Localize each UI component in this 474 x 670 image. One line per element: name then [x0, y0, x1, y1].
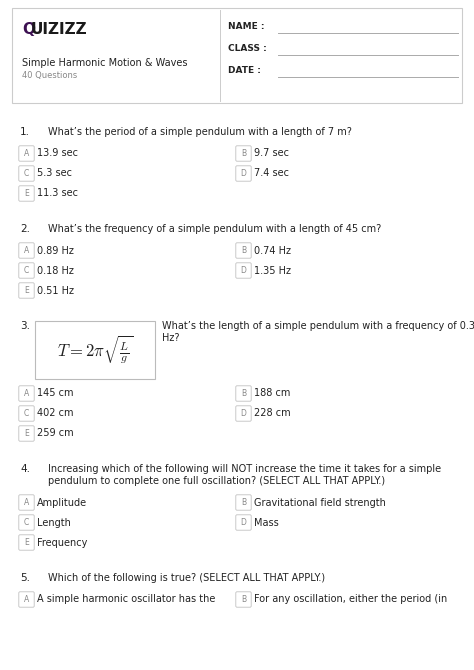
Text: 5.3 sec: 5.3 sec: [37, 168, 72, 178]
Text: Frequency: Frequency: [37, 537, 87, 547]
Text: 2.: 2.: [20, 224, 30, 234]
FancyBboxPatch shape: [236, 406, 251, 421]
Text: D: D: [241, 169, 246, 178]
FancyBboxPatch shape: [19, 406, 34, 421]
Text: E: E: [24, 429, 29, 438]
FancyBboxPatch shape: [19, 283, 34, 298]
Text: 3.: 3.: [20, 321, 30, 331]
Text: Amplitude: Amplitude: [37, 498, 87, 507]
FancyBboxPatch shape: [19, 426, 34, 442]
Text: C: C: [24, 169, 29, 178]
FancyBboxPatch shape: [19, 515, 34, 530]
Text: 145 cm: 145 cm: [37, 389, 73, 399]
FancyBboxPatch shape: [19, 165, 34, 181]
Text: UIZIZZ: UIZIZZ: [31, 22, 88, 37]
FancyBboxPatch shape: [19, 243, 34, 258]
Text: D: D: [241, 266, 246, 275]
Text: Hz?: Hz?: [162, 333, 180, 343]
FancyBboxPatch shape: [236, 515, 251, 530]
FancyBboxPatch shape: [236, 243, 251, 258]
Text: D: D: [241, 409, 246, 418]
Text: 9.7 sec: 9.7 sec: [254, 149, 289, 159]
Text: 1.: 1.: [20, 127, 30, 137]
Text: Q: Q: [22, 22, 35, 37]
Text: D: D: [241, 518, 246, 527]
Text: E: E: [24, 538, 29, 547]
Text: 13.9 sec: 13.9 sec: [37, 149, 78, 159]
Text: CLASS :: CLASS :: [228, 44, 267, 53]
Text: E: E: [24, 189, 29, 198]
Text: 259 cm: 259 cm: [37, 429, 73, 438]
Text: 4.: 4.: [20, 464, 30, 474]
FancyBboxPatch shape: [19, 592, 34, 607]
Text: 0.74 Hz: 0.74 Hz: [254, 245, 291, 255]
Text: Gravitational field strength: Gravitational field strength: [254, 498, 386, 507]
Text: B: B: [241, 595, 246, 604]
FancyBboxPatch shape: [19, 535, 34, 550]
FancyBboxPatch shape: [236, 592, 251, 607]
Text: 0.18 Hz: 0.18 Hz: [37, 265, 74, 275]
Text: 0.89 Hz: 0.89 Hz: [37, 245, 74, 255]
FancyBboxPatch shape: [236, 146, 251, 161]
Text: 402 cm: 402 cm: [37, 409, 73, 419]
FancyBboxPatch shape: [19, 263, 34, 278]
Text: What’s the length of a simple pendulum with a frequency of 0.33: What’s the length of a simple pendulum w…: [162, 321, 474, 331]
Text: $T=2\pi\sqrt{\frac{L}{g}}$: $T=2\pi\sqrt{\frac{L}{g}}$: [56, 334, 133, 366]
Text: For any oscillation, either the period (in: For any oscillation, either the period (…: [254, 594, 447, 604]
Text: B: B: [241, 149, 246, 158]
Text: Simple Harmonic Motion & Waves: Simple Harmonic Motion & Waves: [22, 58, 188, 68]
Text: A: A: [24, 595, 29, 604]
Text: 7.4 sec: 7.4 sec: [254, 168, 289, 178]
Text: B: B: [241, 246, 246, 255]
Text: A: A: [24, 389, 29, 398]
Text: Increasing which of the following will NOT increase the time it takes for a simp: Increasing which of the following will N…: [48, 464, 441, 474]
Text: 0.51 Hz: 0.51 Hz: [37, 285, 74, 295]
FancyBboxPatch shape: [19, 146, 34, 161]
Text: E: E: [24, 286, 29, 295]
Text: 188 cm: 188 cm: [254, 389, 291, 399]
FancyBboxPatch shape: [236, 263, 251, 278]
Text: What’s the frequency of a simple pendulum with a length of 45 cm?: What’s the frequency of a simple pendulu…: [48, 224, 381, 234]
Text: B: B: [241, 498, 246, 507]
Text: C: C: [24, 518, 29, 527]
Text: NAME :: NAME :: [228, 22, 264, 31]
Text: 40 Questions: 40 Questions: [22, 71, 77, 80]
Text: 11.3 sec: 11.3 sec: [37, 188, 78, 198]
Text: 228 cm: 228 cm: [254, 409, 291, 419]
Text: pendulum to complete one full oscillation? (SELECT ALL THAT APPLY.): pendulum to complete one full oscillatio…: [48, 476, 385, 486]
FancyBboxPatch shape: [236, 165, 251, 181]
FancyBboxPatch shape: [19, 495, 34, 510]
FancyBboxPatch shape: [35, 321, 155, 379]
FancyBboxPatch shape: [12, 8, 462, 103]
Text: DATE :: DATE :: [228, 66, 261, 75]
Text: A: A: [24, 498, 29, 507]
Text: Length: Length: [37, 517, 71, 527]
Text: A simple harmonic oscillator has the: A simple harmonic oscillator has the: [37, 594, 215, 604]
Text: C: C: [24, 409, 29, 418]
Text: A: A: [24, 149, 29, 158]
Text: A: A: [24, 246, 29, 255]
FancyBboxPatch shape: [19, 186, 34, 201]
Text: B: B: [241, 389, 246, 398]
Text: C: C: [24, 266, 29, 275]
Text: 1.35 Hz: 1.35 Hz: [254, 265, 291, 275]
Text: 5.: 5.: [20, 573, 30, 583]
FancyBboxPatch shape: [236, 386, 251, 401]
FancyBboxPatch shape: [19, 386, 34, 401]
FancyBboxPatch shape: [236, 495, 251, 510]
Text: Mass: Mass: [254, 517, 279, 527]
Text: What’s the period of a simple pendulum with a length of 7 m?: What’s the period of a simple pendulum w…: [48, 127, 352, 137]
Text: Which of the following is true? (SELECT ALL THAT APPLY.): Which of the following is true? (SELECT …: [48, 573, 325, 583]
